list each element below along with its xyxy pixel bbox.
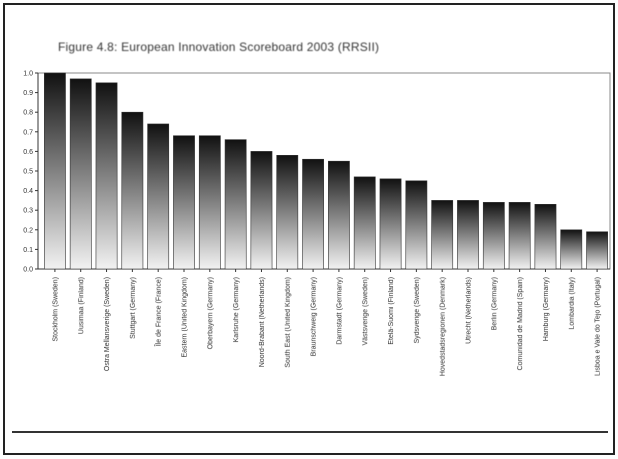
x-tick-label: South East (United Kingdom): [285, 277, 292, 368]
bar: [173, 135, 195, 270]
bar: [482, 202, 505, 270]
y-tick-label: 0.5: [23, 169, 33, 176]
bar: [147, 123, 170, 270]
y-tick-label: 0.8: [23, 110, 33, 117]
x-tick-label: Hovedstadsregionen (Denmark): [440, 277, 447, 376]
bar: [353, 176, 376, 270]
x-tick-label: Eastern (United Kingdom): [182, 277, 189, 358]
bar: [379, 178, 402, 270]
bar: [560, 229, 583, 270]
y-tick-label: 0.0: [23, 267, 33, 274]
x-tick-label: Comunidad de Madrid (Spain): [517, 277, 524, 370]
bar: [250, 151, 273, 270]
bar: [508, 202, 531, 270]
bar: [224, 139, 247, 270]
bar: [95, 82, 118, 270]
y-tick-label: 0.3: [23, 208, 33, 215]
bar: [405, 180, 428, 270]
bar: [457, 200, 479, 270]
x-tick-label: Lisboa e Vale do Tejo (Portugal): [595, 277, 602, 376]
y-tick-label: 0.9: [23, 90, 33, 97]
x-tick-label: Braunschweig (Germany): [311, 277, 318, 356]
x-tick-label: Darmstadt (Germany): [336, 277, 343, 345]
x-tick-label: Etelä-Suomi (Finland): [388, 277, 395, 345]
y-tick-label: 0.4: [23, 188, 33, 195]
x-tick-label: Östra Mellansverige (Sweden): [103, 277, 111, 371]
x-tick-label: Karlsruhe (Germany): [233, 277, 240, 342]
bar: [69, 78, 92, 270]
x-tick-label: Sydsverige (Sweden): [414, 277, 421, 344]
y-tick-label: 1.0: [23, 71, 33, 78]
chart-title: Figure 4.8: European Innovation Scoreboa…: [58, 40, 380, 54]
x-tick-label: Oberbayern (Germany): [207, 277, 214, 349]
bar: [431, 200, 454, 270]
y-tick-label: 0.6: [23, 149, 33, 156]
x-tick-label: Stuttgart (Germany): [130, 277, 137, 339]
x-tick-label: Utrecht (Netherlands): [466, 277, 473, 344]
x-tick-label: Lombardia (Italy): [569, 277, 576, 330]
y-tick-label: 0.2: [23, 227, 33, 234]
x-tick-label: Berlin (Germany): [491, 277, 498, 330]
bar: [198, 135, 221, 270]
x-tick-label: Noord-Brabant (Netherlands): [259, 277, 266, 367]
bar: [276, 155, 299, 270]
bar: [534, 204, 557, 270]
x-tick-label: Île de France (France): [154, 277, 163, 347]
bar: [121, 111, 144, 270]
y-tick-label: 0.7: [23, 129, 33, 136]
bar: [328, 160, 350, 270]
y-tick-label: 0.1: [23, 247, 33, 254]
x-tick-label: Stockholm (Sweden): [52, 277, 59, 342]
x-tick-label: Västsverige (Sweden): [362, 277, 369, 345]
bar: [586, 231, 608, 270]
x-tick-label: Uusimaa (Finland): [78, 277, 85, 334]
x-tick-label: Hamburg (Germany): [543, 277, 550, 341]
bar: [44, 72, 66, 270]
bar: [302, 158, 324, 270]
